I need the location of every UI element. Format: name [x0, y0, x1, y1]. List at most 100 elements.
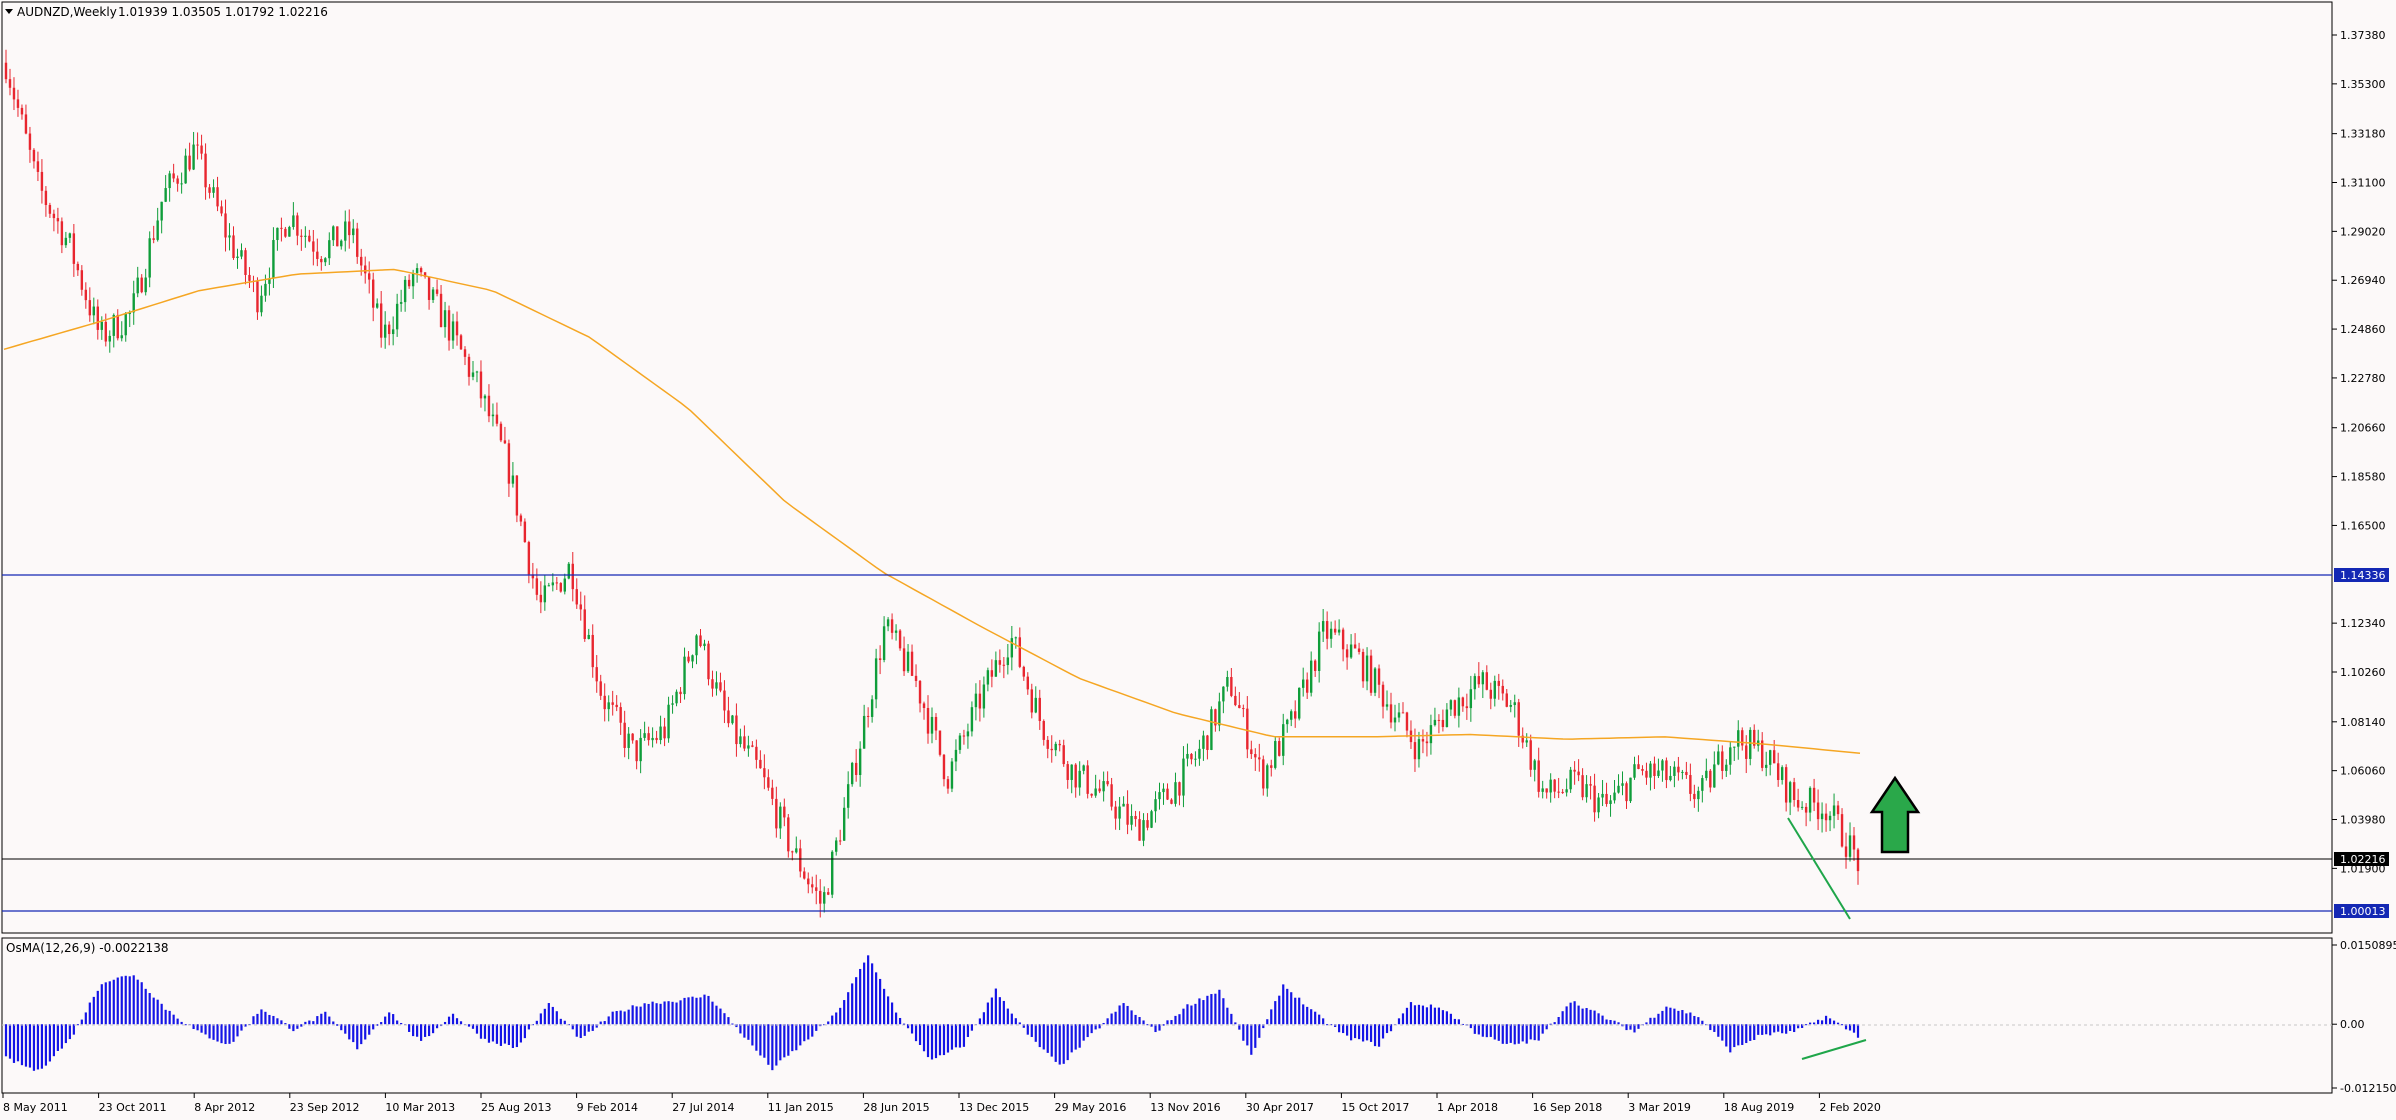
- candle-body: [1689, 775, 1692, 794]
- osma-bar: [859, 968, 862, 1025]
- osma-bar: [1525, 1024, 1528, 1044]
- osma-bar: [116, 977, 119, 1025]
- osma-bar: [643, 1003, 646, 1025]
- candle-body: [1126, 803, 1129, 825]
- time-tick-label: 10 Mar 2013: [385, 1101, 455, 1114]
- candle-body: [1321, 621, 1325, 632]
- candle-body: [1820, 813, 1824, 820]
- candle-body: [96, 306, 99, 330]
- osma-bar: [707, 995, 710, 1025]
- osma-bar: [563, 1020, 566, 1025]
- candle-body: [1657, 770, 1660, 776]
- up-arrow-icon[interactable]: [1869, 775, 1921, 854]
- osma-bar: [699, 997, 702, 1025]
- candle-body: [1194, 758, 1197, 760]
- osma-bar: [994, 988, 997, 1025]
- osma-bar: [1361, 1024, 1365, 1042]
- osma-bar: [1074, 1024, 1077, 1050]
- osma-divergence-trendline[interactable]: [1801, 1039, 1867, 1060]
- osma-bar: [296, 1024, 299, 1029]
- main-price-panel[interactable]: [1, 1, 2333, 934]
- osma-bar: [914, 1024, 918, 1042]
- candle-body: [52, 213, 56, 219]
- candle-body: [332, 226, 335, 241]
- candle-body: [667, 704, 670, 739]
- candle-body: [407, 279, 411, 287]
- osma-bar: [1162, 1024, 1165, 1026]
- osma-bar: [364, 1024, 367, 1040]
- candle-body: [272, 240, 275, 279]
- osma-bar: [1757, 1024, 1760, 1035]
- osma-bar: [1413, 1005, 1417, 1025]
- candle-body: [886, 619, 890, 627]
- collapse-triangle-icon[interactable]: [5, 9, 13, 14]
- candle-body: [224, 213, 227, 238]
- time-tick-label: 1 Apr 2018: [1437, 1101, 1498, 1114]
- osma-bar: [1753, 1024, 1756, 1040]
- candle-body: [204, 153, 207, 188]
- osma-bar: [1713, 1024, 1716, 1032]
- osma-bar: [751, 1024, 754, 1046]
- candle-body: [1617, 785, 1620, 793]
- candle-body: [539, 594, 543, 603]
- candle-body: [1062, 745, 1065, 765]
- osma-bar: [883, 988, 886, 1025]
- candle-body: [236, 256, 239, 259]
- osma-bar: [1178, 1014, 1181, 1025]
- osma-bar: [495, 1024, 499, 1044]
- osma-bar: [104, 982, 107, 1025]
- osma-bar: [715, 1005, 718, 1025]
- osma-bar: [1429, 1004, 1433, 1025]
- candle-body: [443, 310, 447, 328]
- osma-bar: [811, 1024, 814, 1037]
- candle-body: [1282, 724, 1285, 756]
- osma-bar: [112, 979, 115, 1025]
- osma-indicator-panel[interactable]: [1, 937, 2333, 1094]
- osma-bar: [843, 1000, 846, 1025]
- candle-body: [922, 703, 926, 709]
- candle-body: [823, 892, 826, 904]
- time-tick-label: 3 Mar 2019: [1628, 1101, 1691, 1114]
- candle-body: [1270, 765, 1273, 768]
- osma-bar: [539, 1013, 542, 1025]
- candle-body: [344, 221, 347, 241]
- osma-bar: [595, 1024, 598, 1028]
- candle-body: [1629, 777, 1632, 802]
- candle-body: [599, 681, 602, 696]
- candle-body: [1038, 697, 1041, 722]
- candle-body: [1309, 660, 1313, 693]
- osma-bar: [1725, 1024, 1728, 1047]
- osma-bar: [1381, 1024, 1385, 1039]
- osma-bar: [1697, 1017, 1700, 1025]
- osma-bar: [1318, 1014, 1321, 1025]
- osma-bar: [1561, 1011, 1564, 1025]
- osma-bar: [380, 1022, 383, 1025]
- osma-bar: [1836, 1022, 1840, 1025]
- osma-bar: [1573, 1001, 1576, 1025]
- candle-body: [1102, 781, 1105, 792]
- candle-body: [328, 240, 331, 259]
- osma-bar: [938, 1024, 942, 1056]
- osma-bar: [815, 1024, 818, 1031]
- osma-bar: [1122, 1003, 1125, 1025]
- candle-body: [1214, 709, 1217, 726]
- osma-bar: [320, 1013, 323, 1025]
- osma-bar: [503, 1024, 507, 1044]
- candle-body: [132, 293, 135, 313]
- candle-body: [144, 277, 147, 293]
- candle-body: [647, 733, 650, 741]
- candle-body: [1030, 689, 1033, 713]
- osma-bar: [1401, 1013, 1405, 1025]
- price-tick-label: 1.35300: [2340, 78, 2386, 91]
- osma-bar: [1749, 1024, 1752, 1041]
- osma-bar: [875, 972, 878, 1025]
- candle-body: [499, 423, 503, 441]
- candle-body: [819, 890, 822, 904]
- candle-body: [659, 726, 662, 741]
- candle-body: [1397, 712, 1401, 718]
- price-divergence-trendline[interactable]: [1787, 817, 1851, 920]
- osma-bar: [332, 1021, 335, 1025]
- osma-bar: [1485, 1024, 1488, 1038]
- osma-bar: [1050, 1024, 1053, 1057]
- osma-bar: [244, 1024, 247, 1027]
